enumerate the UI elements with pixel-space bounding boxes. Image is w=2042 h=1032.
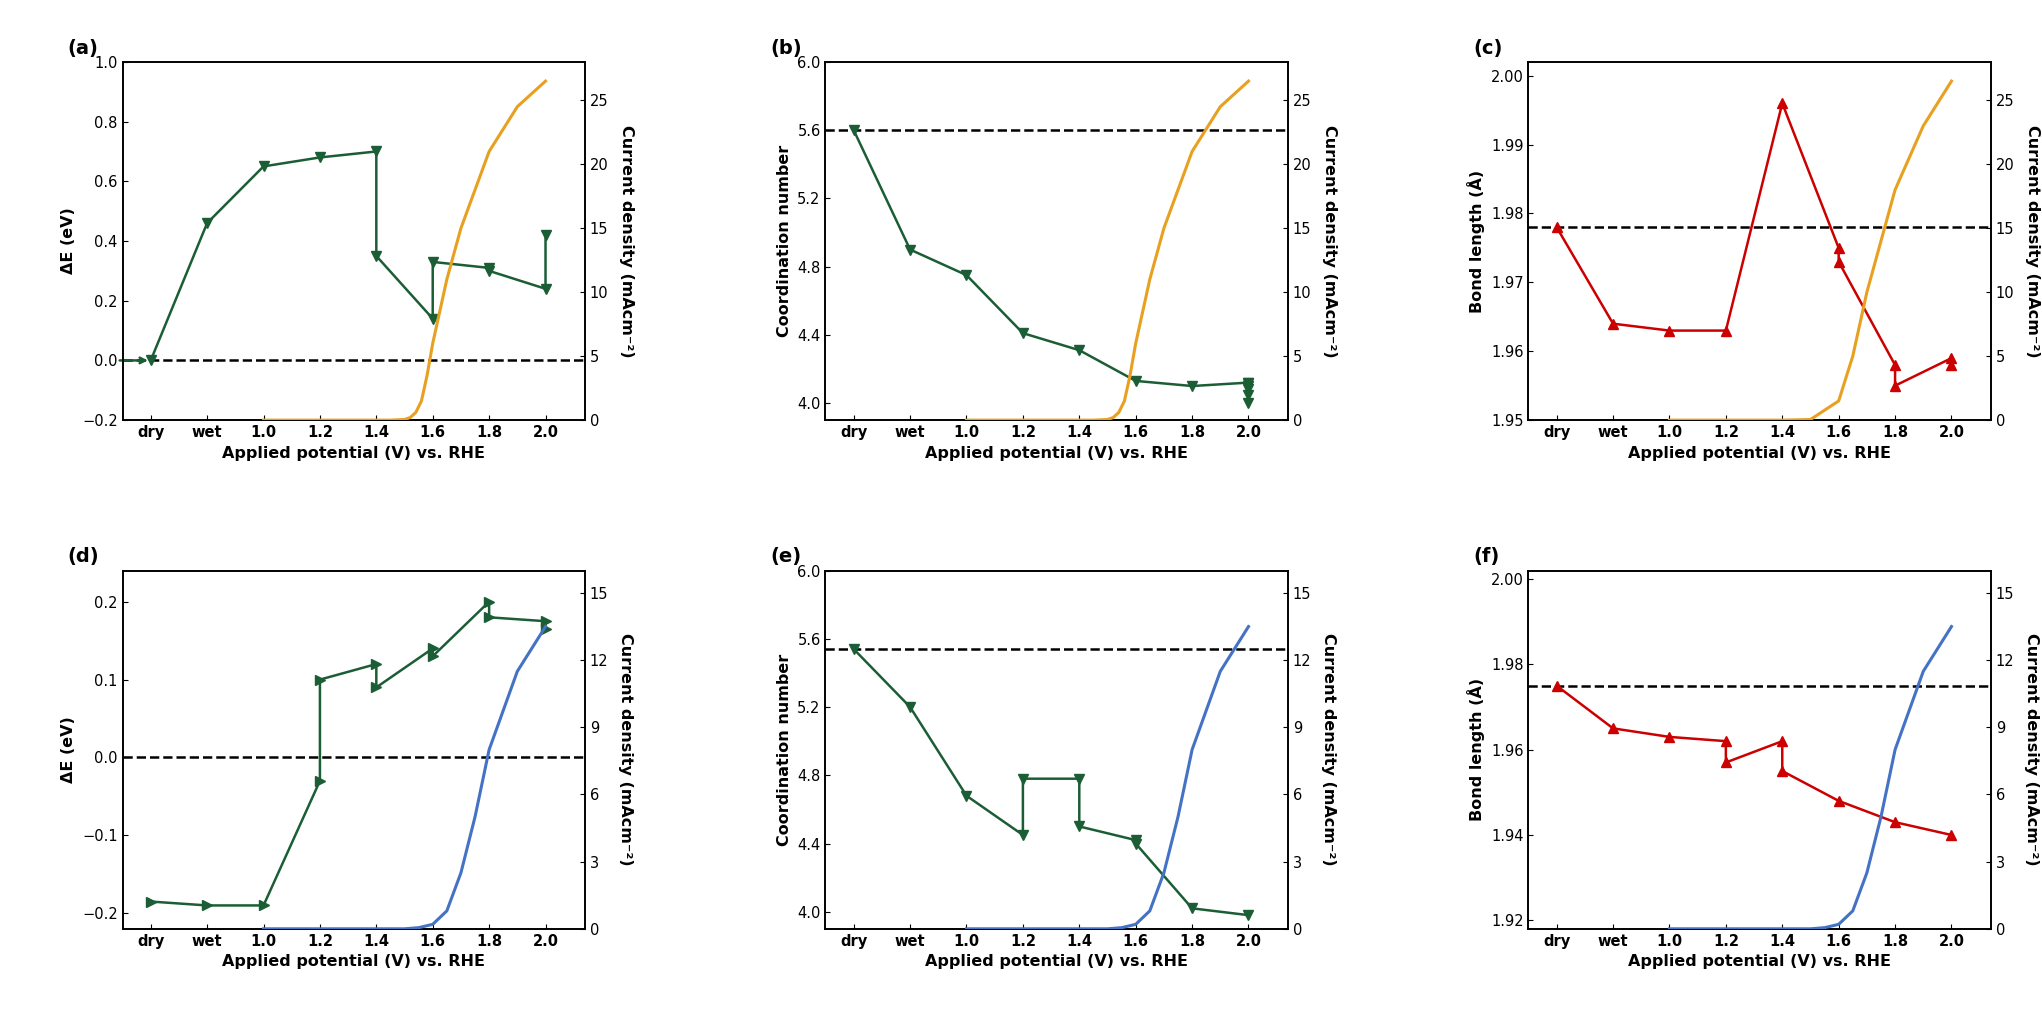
Text: (e): (e): [770, 547, 800, 567]
Y-axis label: ΔE (eV): ΔE (eV): [61, 716, 76, 783]
Y-axis label: Current density (mAcm⁻²): Current density (mAcm⁻²): [619, 125, 633, 357]
Text: (d): (d): [67, 547, 98, 567]
Y-axis label: Current density (mAcm⁻²): Current density (mAcm⁻²): [619, 634, 633, 866]
X-axis label: Applied potential (V) vs. RHE: Applied potential (V) vs. RHE: [1627, 955, 1891, 969]
X-axis label: Applied potential (V) vs. RHE: Applied potential (V) vs. RHE: [925, 955, 1188, 969]
Y-axis label: Current density (mAcm⁻²): Current density (mAcm⁻²): [1321, 634, 1335, 866]
X-axis label: Applied potential (V) vs. RHE: Applied potential (V) vs. RHE: [223, 446, 486, 460]
Y-axis label: Current density (mAcm⁻²): Current density (mAcm⁻²): [1321, 125, 1338, 357]
Y-axis label: ΔE (eV): ΔE (eV): [61, 207, 76, 275]
Y-axis label: Coordination number: Coordination number: [776, 144, 792, 337]
Text: (c): (c): [1472, 38, 1503, 58]
Y-axis label: Coordination number: Coordination number: [776, 653, 792, 846]
Y-axis label: Bond length (Å): Bond length (Å): [1466, 678, 1485, 821]
X-axis label: Applied potential (V) vs. RHE: Applied potential (V) vs. RHE: [223, 955, 486, 969]
Text: (f): (f): [1472, 547, 1499, 567]
X-axis label: Applied potential (V) vs. RHE: Applied potential (V) vs. RHE: [1627, 446, 1891, 460]
Y-axis label: Current density (mAcm⁻²): Current density (mAcm⁻²): [2024, 125, 2040, 357]
Y-axis label: Bond length (Å): Bond length (Å): [1466, 169, 1485, 313]
X-axis label: Applied potential (V) vs. RHE: Applied potential (V) vs. RHE: [925, 446, 1188, 460]
Text: (b): (b): [770, 38, 803, 58]
Y-axis label: Current density (mAcm⁻²): Current density (mAcm⁻²): [2024, 634, 2040, 866]
Text: (a): (a): [67, 38, 98, 58]
